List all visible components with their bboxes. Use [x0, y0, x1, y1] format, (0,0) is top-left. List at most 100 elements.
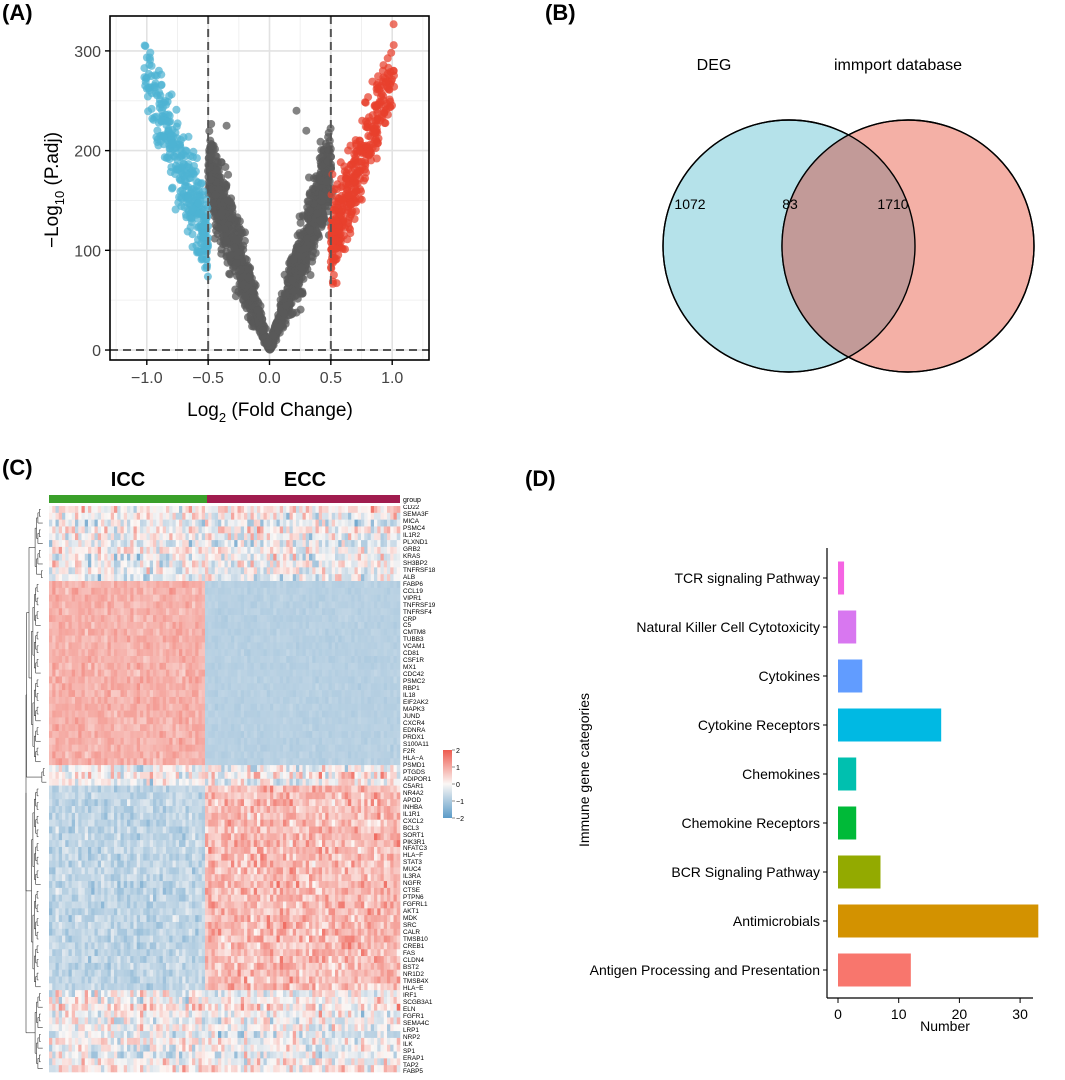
- heatmap-cell: [345, 608, 349, 615]
- heatmap-cell: [205, 506, 209, 513]
- heatmap-cell: [387, 520, 391, 527]
- volcano-point: [222, 237, 230, 245]
- heatmap-cell: [114, 567, 118, 574]
- heatmap-cell: [364, 520, 368, 527]
- heatmap-cell: [338, 581, 342, 588]
- heatmap-cell: [127, 581, 131, 588]
- heatmap-cell: [65, 615, 69, 622]
- heatmap-cell: [78, 547, 82, 554]
- heatmap-cell: [358, 554, 362, 561]
- volcano-point: [140, 73, 148, 81]
- heatmap-cell: [270, 670, 274, 677]
- heatmap-cell: [108, 574, 112, 581]
- heatmap-cell: [195, 513, 199, 520]
- heatmap-cell: [270, 581, 274, 588]
- heatmap-cell: [221, 567, 225, 574]
- heatmap-cell: [166, 642, 170, 649]
- heatmap-cell: [52, 595, 56, 602]
- heatmap-cell: [221, 649, 225, 656]
- heatmap-cell: [355, 561, 359, 568]
- heatmap-cell: [286, 581, 290, 588]
- heatmap-cell: [62, 595, 66, 602]
- heatmap-cell: [69, 513, 73, 520]
- heatmap-cell: [49, 547, 53, 554]
- heatmap-cell: [384, 588, 388, 595]
- heatmap-cell: [351, 601, 355, 608]
- heatmap-cell: [355, 629, 359, 636]
- heatmap-cell: [52, 581, 56, 588]
- heatmap-cell: [342, 608, 346, 615]
- heatmap-cell: [117, 595, 121, 602]
- heatmap-cell: [309, 642, 313, 649]
- heatmap-cell: [202, 533, 206, 540]
- volcano-point: [211, 191, 219, 199]
- heatmap-cell: [114, 663, 118, 670]
- heatmap-cell: [234, 622, 238, 629]
- heatmap-cell: [228, 629, 232, 636]
- heatmap-cell: [374, 642, 378, 649]
- heatmap-cell: [179, 629, 183, 636]
- heatmap-cell: [277, 636, 281, 643]
- heatmap-cell: [377, 588, 381, 595]
- heatmap-cell: [179, 601, 183, 608]
- heatmap-cell: [270, 601, 274, 608]
- heatmap-cell: [163, 595, 167, 602]
- heatmap-cell: [104, 622, 108, 629]
- heatmap-cell: [361, 676, 365, 683]
- heatmap-cell: [160, 642, 164, 649]
- heatmap-cell: [189, 547, 193, 554]
- heatmap-cell: [241, 533, 245, 540]
- heatmap-cell: [91, 629, 95, 636]
- heatmap-cell: [329, 649, 333, 656]
- heatmap-cell: [137, 540, 141, 547]
- heatmap-cell: [186, 649, 190, 656]
- heatmap-cell: [85, 574, 89, 581]
- heatmap-cell: [286, 520, 290, 527]
- heatmap-cell: [215, 622, 219, 629]
- heatmap-cell: [215, 663, 219, 670]
- heatmap-cell: [277, 601, 281, 608]
- heatmap-cell: [130, 636, 134, 643]
- heatmap-cell: [52, 513, 56, 520]
- heatmap-cell: [329, 636, 333, 643]
- heatmap-cell: [127, 520, 131, 527]
- heatmap-cell: [355, 574, 359, 581]
- heatmap-cell: [62, 540, 66, 547]
- heatmap-cell: [124, 629, 128, 636]
- volcano-point: [318, 192, 326, 200]
- heatmap-cell: [309, 676, 313, 683]
- heatmap-cell: [114, 670, 118, 677]
- heatmap-cell: [101, 663, 105, 670]
- heatmap-cell: [351, 629, 355, 636]
- heatmap-cell: [325, 554, 329, 561]
- heatmap-cell: [368, 622, 372, 629]
- heatmap-cell: [342, 615, 346, 622]
- heatmap-cell: [212, 622, 216, 629]
- heatmap-cell: [88, 561, 92, 568]
- heatmap-cell: [319, 533, 323, 540]
- heatmap-cell: [231, 629, 235, 636]
- heatmap-cell: [267, 533, 271, 540]
- heatmap-cell: [95, 608, 99, 615]
- heatmap-cell: [273, 595, 277, 602]
- heatmap-cell: [195, 636, 199, 643]
- heatmap-cell: [381, 513, 385, 520]
- heatmap-cell: [160, 588, 164, 595]
- heatmap-cell: [335, 615, 339, 622]
- heatmap-cell: [273, 663, 277, 670]
- heatmap-cell: [264, 506, 268, 513]
- heatmap-cell: [257, 540, 261, 547]
- heatmap-cell: [296, 649, 300, 656]
- heatmap-cell: [91, 595, 95, 602]
- heatmap-cell: [192, 588, 196, 595]
- heatmap-cell: [98, 567, 102, 574]
- heatmap-cell: [199, 513, 203, 520]
- heatmap-cell: [306, 574, 310, 581]
- heatmap-cell: [182, 574, 186, 581]
- heatmap-cell: [205, 656, 209, 663]
- heatmap-cell: [173, 601, 177, 608]
- heatmap-cell: [361, 574, 365, 581]
- heatmap-cell: [65, 574, 69, 581]
- heatmap-cell: [244, 513, 248, 520]
- heatmap-cell: [75, 506, 79, 513]
